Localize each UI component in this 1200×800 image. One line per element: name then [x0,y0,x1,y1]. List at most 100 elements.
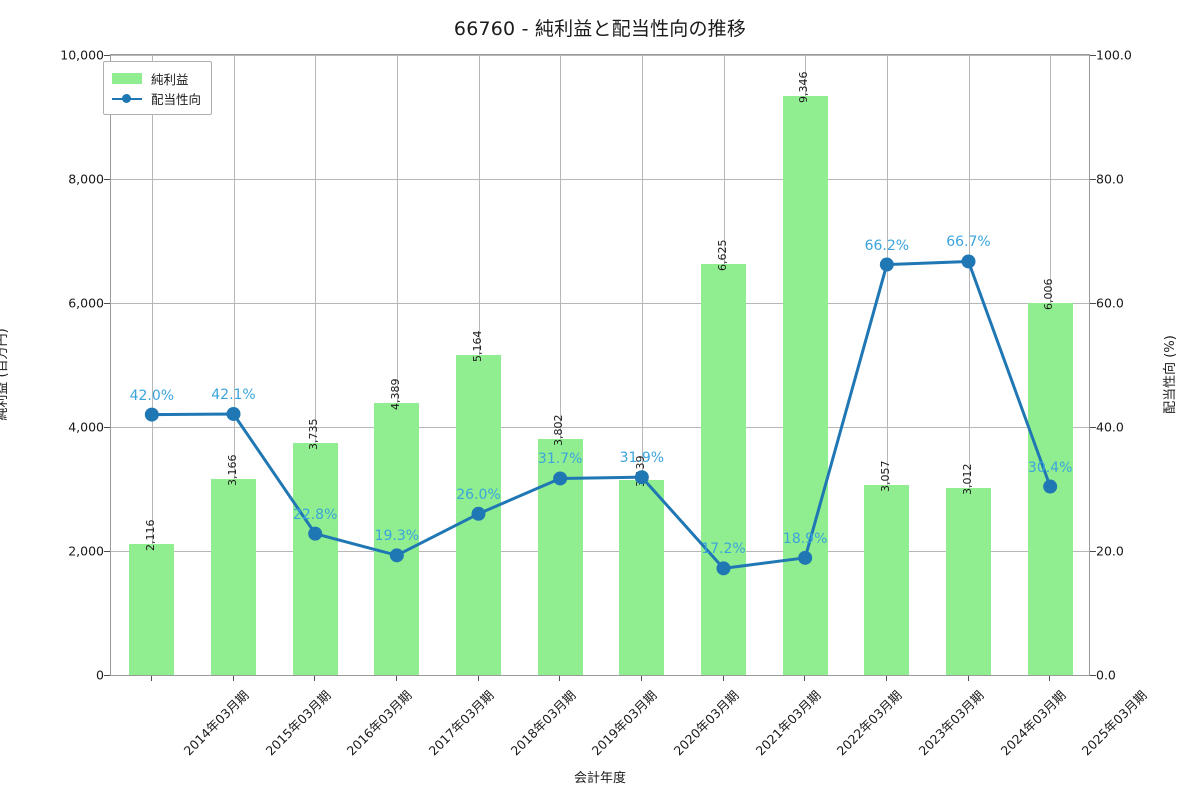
x-axis-tick-mark [722,676,724,681]
y-axis-left-tick-mark [104,303,110,304]
line-path [150,259,1052,570]
line-value-label: 18.9% [782,530,828,547]
line-value-label: 22.8% [292,506,338,523]
y-axis-left-tick-label: 2,000 [68,543,104,559]
y-axis-left-tick-mark [104,179,110,180]
x-axis-tick-mark [640,676,642,681]
y-axis-right-tick-label: 0.0 [1096,667,1116,683]
x-axis-tick-label: 2018年03月期 [507,687,579,759]
x-axis-tick-label: 2017年03月期 [425,687,497,759]
x-axis-tick-label: 2025年03月期 [1078,687,1150,759]
x-axis-tick-mark [477,676,479,681]
x-axis-tick-label: 2015年03月期 [262,687,334,759]
bar[interactable] [1027,302,1073,675]
bar-value-label: 6,006 [1042,278,1056,310]
bar-value-label: 3,166 [225,454,239,486]
y-axis-left-tick-label: 10,000 [60,47,104,63]
bar[interactable] [129,543,175,675]
y-axis-right-tick-label: 40.0 [1096,419,1124,435]
x-axis-tick-mark [395,676,397,681]
x-axis-tick-mark [232,676,234,681]
x-axis-tick-label: 2021年03月期 [752,687,824,759]
y-axis-left-tick-mark [104,675,110,676]
chart-legend: 純利益 配当性向 [103,61,213,115]
gridline-horizontal [111,303,1089,304]
bar[interactable] [782,95,828,675]
x-axis-tick-label: 2024年03月期 [997,687,1069,759]
x-axis-tick-label: 2020年03月期 [670,687,742,759]
gridline-horizontal [111,179,1089,180]
x-axis-tick-mark [559,676,561,681]
y-axis-left-tick-label: 6,000 [68,295,104,311]
y-axis-right-tick-mark [1090,551,1096,552]
x-axis-tick-label: 2023年03月期 [915,687,987,759]
legend-item-payout-ratio: 配当性向 [112,88,201,108]
y-axis-left-tick-label: 4,000 [68,419,104,435]
y-axis-right-tick-label: 60.0 [1096,295,1124,311]
bar-value-label: 5,164 [470,330,484,362]
bar-value-label: 3,012 [960,463,974,496]
line-series [144,254,1058,576]
y-axis-right-tick-mark [1090,55,1096,56]
legend-swatch-bar-icon [112,72,142,84]
bar-value-label: 4,389 [388,378,402,410]
line-value-label: 30.4% [1027,459,1073,476]
bar-value-label: 3,802 [552,414,566,447]
y-axis-left-tick-mark [104,427,110,428]
bar[interactable] [211,478,256,675]
bar[interactable] [456,354,501,675]
y-axis-right-tick-mark [1090,675,1096,676]
x-axis-tick-mark [885,676,887,681]
y-axis-right-tick-label: 80.0 [1096,171,1124,187]
y-axis-left-tick-label: 8,000 [68,171,104,187]
bar-value-label: 2,116 [143,519,157,551]
y-axis-left-title: 純利益 (百万円) [0,328,10,421]
line-value-label: 17.2% [701,541,746,558]
bar[interactable] [701,264,746,675]
line-value-label: 42.1% [211,386,256,403]
y-axis-right-tick-mark [1090,427,1096,428]
y-axis-right-tick-label: 100.0 [1096,47,1132,63]
bar[interactable] [537,439,583,675]
plot-area: 2,116 3,166 3,735 4,389 5,164 3,802 3,139 6,625… [110,54,1090,676]
bar[interactable] [946,488,991,675]
x-axis-tick-mark [314,676,316,681]
y-axis-right-tick-mark [1090,303,1096,304]
legend-label-net-income: 純利益 [151,71,189,87]
y-axis-right-tick-label: 20.0 [1096,543,1124,559]
bar-value-label: 6,625 [715,239,729,272]
x-axis-tick-label: 2016年03月期 [343,687,415,759]
y-axis-left-tick-mark [104,55,110,56]
legend-swatch-line-icon [112,93,142,104]
bar-value-label: 3,735 [307,418,321,451]
x-axis-tick-label: 2019年03月期 [588,687,660,759]
line-value-label: 31.7% [537,451,583,468]
legend-label-payout-ratio: 配当性向 [151,91,202,107]
x-axis-tick-mark [150,676,152,681]
y-axis-left-tick-label: 0 [96,667,104,683]
legend-item-net-income: 純利益 [112,68,201,88]
chart-title: 66760 - 純利益と配当性向の推移 [453,18,747,40]
y-axis-left-tick-mark [104,551,110,552]
line-value-label: 66.2% [864,237,910,254]
x-axis-title: 会計年度 [573,771,626,786]
gridline-horizontal [111,55,1089,56]
x-axis-tick-label: 2022年03月期 [833,687,905,759]
gridline-horizontal [111,427,1089,428]
y-axis-right-tick-mark [1090,179,1096,180]
x-axis-tick-mark [804,676,806,681]
gridline-horizontal [111,551,1089,552]
line-value-label: 19.3% [374,528,420,545]
line-value-label: 26.0% [456,486,501,503]
bar[interactable] [619,480,665,675]
line-value-label: 42.0% [129,387,175,404]
x-axis-tick-mark [967,676,969,681]
bar-value-label: 9,346 [797,71,811,103]
line-value-label: 66.7% [946,234,991,251]
bar-value-label: 3,057 [878,460,892,493]
bar[interactable] [864,485,910,675]
line-value-label: 31.9% [619,450,665,467]
bar[interactable] [292,443,338,675]
x-axis-tick-label: 2014年03月期 [180,687,252,759]
